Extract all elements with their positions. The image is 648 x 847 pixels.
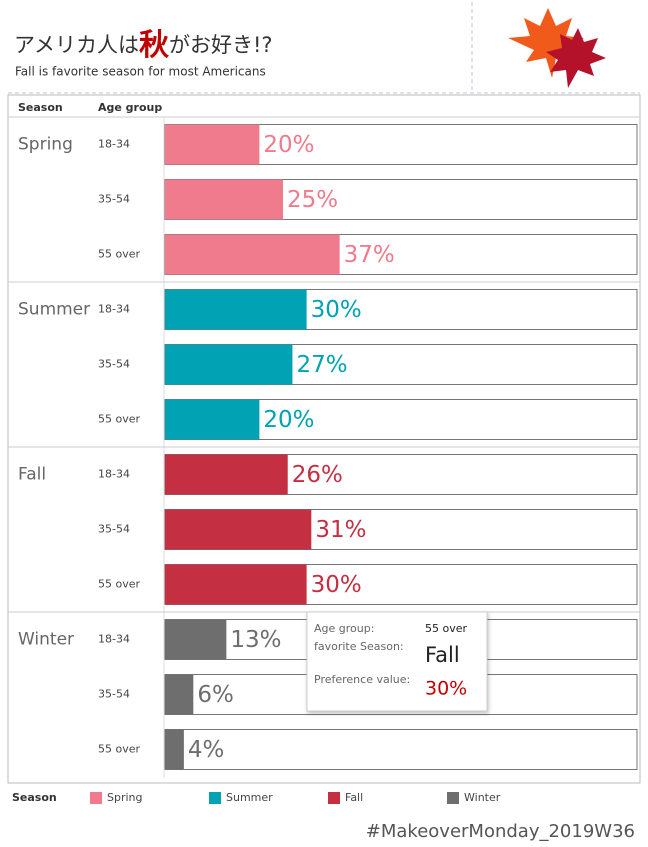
legend-title: Season [12, 791, 57, 804]
legend-swatch [447, 792, 459, 804]
bar [165, 674, 194, 715]
value-label: 30% [311, 297, 362, 323]
value-label: 4% [188, 737, 225, 763]
group-label: Winter [18, 630, 74, 650]
title-part: アメリカ人は [14, 33, 139, 57]
bar [165, 454, 288, 495]
tooltip-box [306, 611, 488, 712]
value-label: 13% [230, 627, 281, 653]
value-label: 26% [292, 462, 343, 488]
maple-leaves [508, 8, 606, 88]
category-label: 55 over [98, 578, 141, 591]
legend-swatch [209, 792, 221, 804]
bar [165, 564, 307, 605]
bar [165, 509, 312, 550]
legend-label: Spring [107, 791, 143, 804]
value-label: 37% [344, 242, 395, 268]
subtitle: Fall is favorite season for most America… [15, 65, 266, 79]
legend-swatch [328, 792, 340, 804]
category-label: 35-54 [98, 193, 130, 206]
bar [165, 289, 307, 330]
legend-swatch [90, 792, 102, 804]
value-label: 6% [197, 682, 234, 708]
bar [165, 619, 227, 660]
category-label: 18-34 [98, 468, 130, 481]
category-label: 18-34 [98, 138, 130, 151]
tooltip-label: Preference value: [314, 673, 410, 686]
footer: #MakeoverMonday_2019W36 [366, 821, 635, 842]
category-label: 55 over [98, 248, 141, 261]
title-part: がお好き!? [169, 33, 273, 57]
value-label: 30% [311, 572, 362, 598]
tooltip: Age group: favorite Season: Preference v… [306, 611, 488, 712]
table-frame [7, 94, 641, 784]
group-label: Spring [18, 135, 73, 155]
title-highlight: 秋 [139, 28, 169, 63]
tooltip-label: Age group: [314, 622, 374, 635]
value-label: 27% [296, 352, 347, 378]
group-label: Fall [18, 465, 46, 485]
category-label: 35-54 [98, 688, 130, 701]
bar [165, 179, 283, 220]
bar [165, 124, 260, 165]
legend-label: Fall [345, 791, 363, 804]
group-label: Summer [18, 300, 90, 320]
column-header: Age group [98, 101, 162, 114]
title: アメリカ人は秋がお好き!? [14, 28, 273, 63]
value-label: 20% [263, 407, 314, 433]
legend-label: Winter [464, 791, 501, 804]
bar [165, 399, 260, 440]
value-label: 31% [315, 517, 366, 543]
value-label: 20% [263, 132, 314, 158]
tooltip-value: 55 over [425, 622, 468, 635]
bar [165, 234, 340, 275]
column-header: Season [18, 101, 63, 114]
tooltip-value: 30% [425, 678, 467, 700]
bar-track [164, 729, 638, 770]
category-label: 35-54 [98, 523, 130, 536]
value-label: 25% [287, 187, 338, 213]
category-label: 35-54 [98, 358, 130, 371]
category-label: 55 over [98, 413, 141, 426]
tooltip-value: Fall [425, 643, 460, 667]
tooltip-label: favorite Season: [314, 640, 404, 653]
category-label: 18-34 [98, 633, 130, 646]
legend-label: Summer [226, 791, 273, 804]
bar [165, 344, 293, 385]
category-label: 55 over [98, 743, 141, 756]
bar [165, 729, 184, 770]
category-label: 18-34 [98, 303, 130, 316]
